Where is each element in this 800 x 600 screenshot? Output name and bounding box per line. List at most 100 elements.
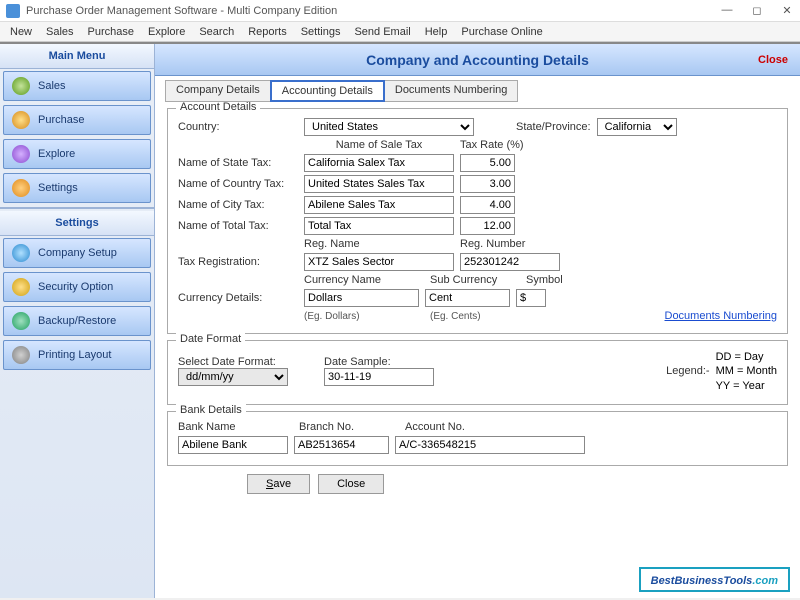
main-panel: Company and Accounting Details Close Com… — [155, 44, 800, 598]
menu-help[interactable]: Help — [419, 24, 454, 40]
sub-currency-input[interactable] — [425, 289, 510, 307]
menu-purchase[interactable]: Purchase — [82, 24, 140, 40]
menu-settings[interactable]: Settings — [295, 24, 347, 40]
sidebar-settings-header: Settings — [0, 211, 154, 236]
reg-name-header: Reg. Name — [304, 238, 454, 250]
fieldset-legend: Bank Details — [176, 404, 246, 416]
menu-explore[interactable]: Explore — [142, 24, 191, 40]
sale-tax-header: Name of Sale Tax — [304, 139, 454, 151]
sidebar-item-backup[interactable]: Backup/Restore — [3, 306, 151, 336]
sidebar-item-explore[interactable]: Explore — [3, 139, 151, 169]
fieldset-legend: Date Format — [176, 333, 245, 345]
state-tax-label: Name of State Tax: — [178, 157, 298, 169]
menu-search[interactable]: Search — [193, 24, 240, 40]
sidebar-item-security[interactable]: Security Option — [3, 272, 151, 302]
close-button[interactable]: Close — [318, 474, 384, 494]
minimize-button[interactable]: — — [720, 4, 734, 17]
sidebar-item-sales[interactable]: Sales — [3, 71, 151, 101]
tax-registration-label: Tax Registration: — [178, 256, 298, 268]
menu-reports[interactable]: Reports — [242, 24, 293, 40]
account-details-fieldset: Account Details Country: United States S… — [167, 108, 788, 334]
state-tax-rate-input[interactable] — [460, 154, 515, 172]
sidebar-item-label: Settings — [38, 182, 78, 194]
tab-bar: Company Details Accounting Details Docum… — [165, 80, 800, 102]
sidebar-item-settings[interactable]: Settings — [3, 173, 151, 203]
branch-no-input[interactable] — [294, 436, 389, 454]
titlebar: Purchase Order Management Software - Mul… — [0, 0, 800, 22]
symbol-header: Symbol — [526, 274, 563, 286]
total-tax-label: Name of Total Tax: — [178, 220, 298, 232]
window-title: Purchase Order Management Software - Mul… — [26, 5, 720, 17]
tab-accounting-details[interactable]: Accounting Details — [270, 80, 385, 102]
legend-yy: YY = Year — [716, 379, 777, 393]
currency-name-input[interactable] — [304, 289, 419, 307]
sidebar-item-printing[interactable]: Printing Layout — [3, 340, 151, 370]
date-sample-input[interactable] — [324, 368, 434, 386]
close-link[interactable]: Close — [758, 54, 788, 66]
state-tax-name-input[interactable] — [304, 154, 454, 172]
menu-new[interactable]: New — [4, 24, 38, 40]
currency-name-header: Currency Name — [304, 274, 424, 286]
tax-reg-number-input[interactable] — [460, 253, 560, 271]
watermark: BestBusinessTools.com — [639, 567, 790, 592]
sidebar-main-header: Main Menu — [0, 44, 154, 69]
date-sample-label: Date Sample: — [324, 356, 464, 368]
backup-icon — [12, 312, 30, 330]
menu-purchaseonline[interactable]: Purchase Online — [455, 24, 548, 40]
bank-details-fieldset: Bank Details Bank Name Branch No. Accoun… — [167, 411, 788, 466]
company-icon — [12, 244, 30, 262]
panel-header: Company and Accounting Details Close — [155, 44, 800, 76]
sidebar-item-label: Purchase — [38, 114, 84, 126]
symbol-input[interactable] — [516, 289, 546, 307]
panel-title: Company and Accounting Details — [366, 52, 589, 68]
bank-name-input[interactable] — [178, 436, 288, 454]
maximize-button[interactable]: ◻ — [750, 4, 764, 17]
city-tax-name-input[interactable] — [304, 196, 454, 214]
tax-reg-name-input[interactable] — [304, 253, 454, 271]
country-tax-label: Name of Country Tax: — [178, 178, 298, 190]
state-label: State/Province: — [516, 121, 591, 133]
menubar: New Sales Purchase Explore Search Report… — [0, 22, 800, 42]
save-button[interactable]: Save — [247, 474, 310, 494]
menu-sendemail[interactable]: Send Email — [348, 24, 416, 40]
city-tax-rate-input[interactable] — [460, 196, 515, 214]
documents-numbering-link[interactable]: Documents Numbering — [665, 310, 778, 322]
city-tax-label: Name of City Tax: — [178, 199, 298, 211]
menu-sales[interactable]: Sales — [40, 24, 80, 40]
sidebar-item-company-setup[interactable]: Company Setup — [3, 238, 151, 268]
sub-currency-hint: (Eg. Cents) — [430, 311, 520, 322]
currency-details-label: Currency Details: — [178, 292, 298, 304]
account-no-header: Account No. — [405, 421, 465, 433]
tab-documents-numbering[interactable]: Documents Numbering — [384, 80, 519, 102]
branch-no-header: Branch No. — [299, 421, 399, 433]
country-tax-rate-input[interactable] — [460, 175, 515, 193]
country-select[interactable]: United States — [304, 118, 474, 136]
settings-icon — [12, 179, 30, 197]
legend-label: Legend:- — [666, 365, 709, 377]
sidebar-item-label: Sales — [38, 80, 66, 92]
total-tax-rate-input[interactable] — [460, 217, 515, 235]
account-no-input[interactable] — [395, 436, 585, 454]
fieldset-legend: Account Details — [176, 102, 260, 113]
country-tax-name-input[interactable] — [304, 175, 454, 193]
app-icon — [6, 4, 20, 18]
purchase-icon — [12, 111, 30, 129]
date-format-select[interactable]: dd/mm/yy — [178, 368, 288, 386]
sidebar-item-purchase[interactable]: Purchase — [3, 105, 151, 135]
state-select[interactable]: California — [597, 118, 677, 136]
sidebar: Main Menu Sales Purchase Explore Setting… — [0, 44, 155, 598]
print-icon — [12, 346, 30, 364]
sidebar-item-label: Company Setup — [38, 247, 117, 259]
sidebar-divider — [0, 207, 154, 209]
sidebar-item-label: Explore — [38, 148, 75, 160]
date-format-fieldset: Date Format Select Date Format: dd/mm/yy… — [167, 340, 788, 405]
country-label: Country: — [178, 121, 298, 133]
tax-rate-header: Tax Rate (%) — [460, 139, 530, 151]
total-tax-name-input[interactable] — [304, 217, 454, 235]
explore-icon — [12, 145, 30, 163]
tab-company-details[interactable]: Company Details — [165, 80, 271, 102]
legend-dd: DD = Day — [716, 350, 777, 364]
close-window-button[interactable]: ✕ — [780, 4, 794, 17]
security-icon — [12, 278, 30, 296]
sales-icon — [12, 77, 30, 95]
